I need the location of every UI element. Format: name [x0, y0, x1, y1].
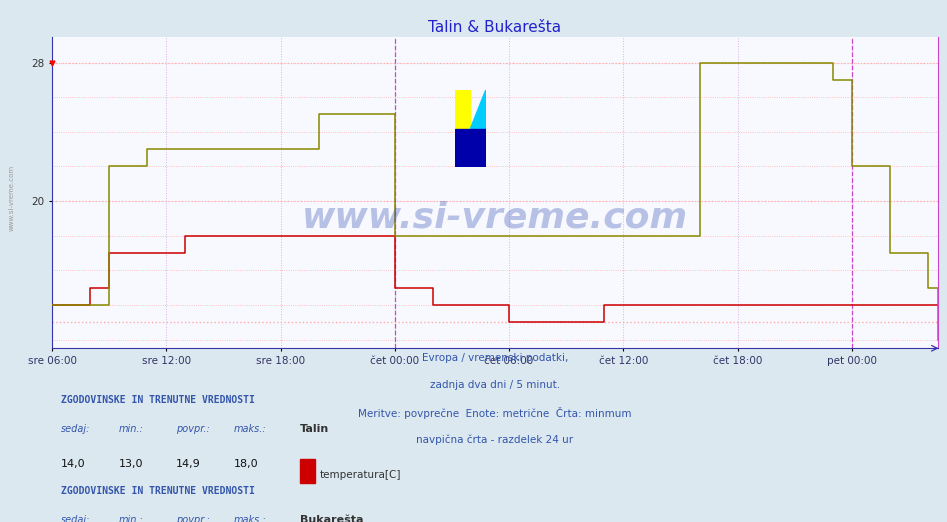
- Text: ZGODOVINSKE IN TRENUTNE VREDNOSTI: ZGODOVINSKE IN TRENUTNE VREDNOSTI: [61, 487, 255, 496]
- Text: Meritve: povprečne  Enote: metrične  Črta: minmum: Meritve: povprečne Enote: metrične Črta:…: [358, 407, 632, 419]
- Text: Evropa / vremenski podatki,: Evropa / vremenski podatki,: [421, 353, 568, 363]
- Text: Bukarešta: Bukarešta: [300, 515, 364, 522]
- Title: Talin & Bukarešta: Talin & Bukarešta: [428, 20, 562, 35]
- Text: sedaj:: sedaj:: [61, 515, 90, 522]
- Text: 18,0: 18,0: [234, 459, 259, 469]
- Text: navpična črta - razdelek 24 ur: navpična črta - razdelek 24 ur: [417, 434, 573, 445]
- Text: povpr.:: povpr.:: [176, 515, 210, 522]
- Text: www.si-vreme.com: www.si-vreme.com: [302, 200, 688, 234]
- Text: maks.:: maks.:: [234, 424, 266, 434]
- Text: povpr.:: povpr.:: [176, 424, 210, 434]
- Text: temperatura[C]: temperatura[C]: [319, 470, 401, 480]
- Text: maks.:: maks.:: [234, 515, 266, 522]
- Text: min.:: min.:: [118, 515, 143, 522]
- Text: 13,0: 13,0: [118, 459, 143, 469]
- Text: sedaj:: sedaj:: [61, 424, 90, 434]
- Text: www.si-vreme.com: www.si-vreme.com: [9, 165, 14, 231]
- Text: 14,0: 14,0: [61, 459, 85, 469]
- Text: ZGODOVINSKE IN TRENUTNE VREDNOSTI: ZGODOVINSKE IN TRENUTNE VREDNOSTI: [61, 396, 255, 406]
- Text: zadnja dva dni / 5 minut.: zadnja dva dni / 5 minut.: [430, 381, 560, 390]
- Text: 14,9: 14,9: [176, 459, 201, 469]
- Text: Talin: Talin: [300, 424, 330, 434]
- Text: min.:: min.:: [118, 424, 143, 434]
- Bar: [300, 459, 315, 483]
